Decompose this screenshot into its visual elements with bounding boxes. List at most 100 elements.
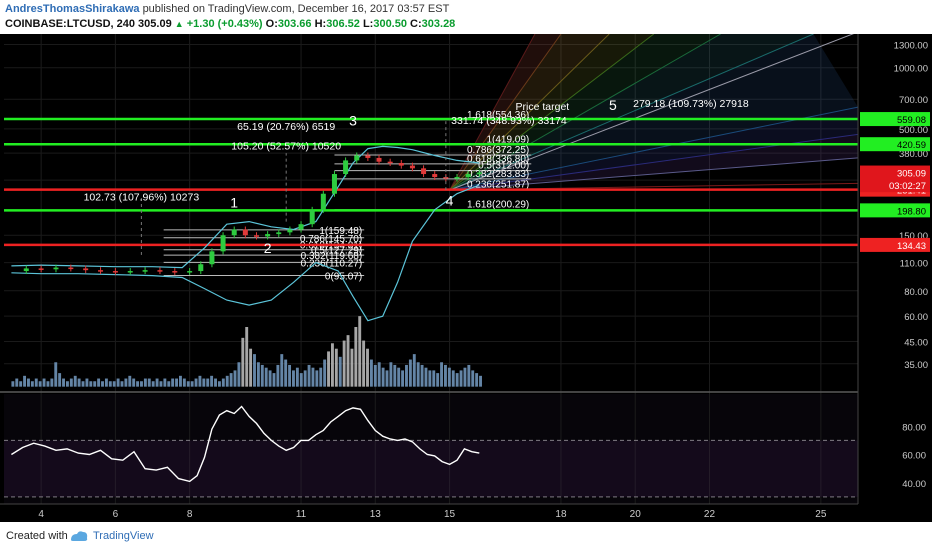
fib-level-label: 0.382(283.83) (467, 169, 529, 180)
candle-body (172, 271, 178, 273)
symbol-info: COINBASE:LTCUSD, 240 305.09 ▲ +1.30 (+0.… (5, 18, 455, 30)
volume-bar (58, 373, 62, 387)
volume-bar (124, 378, 128, 387)
fib-level-label: 0.5(312.00) (478, 161, 529, 172)
low-value: 300.50 (373, 18, 407, 30)
level-price-tag (860, 137, 930, 152)
fib-level-label: 0.618(134.81) (300, 241, 362, 252)
candle-body (320, 193, 326, 210)
volume-bar (241, 337, 245, 387)
volume-bar (451, 370, 455, 387)
volume-bar (116, 378, 120, 387)
symbol-label: COINBASE:LTCUSD, 240 (5, 18, 135, 30)
candle-body (298, 224, 304, 230)
volume-bar (202, 378, 206, 387)
fib-level-label: 1(419.09) (486, 135, 529, 146)
candle-body (198, 264, 204, 272)
candle-body (365, 155, 371, 158)
low-label: L: (362, 18, 374, 30)
candle-body (421, 168, 427, 175)
volume-bar (93, 381, 97, 387)
time-axis-tick: 18 (555, 509, 567, 520)
volume-bar (342, 340, 346, 387)
time-axis (0, 504, 932, 522)
gann-fan-ray (449, 106, 859, 191)
tradingview-brand-link[interactable]: TradingView (93, 530, 154, 542)
volume-bar (385, 370, 389, 387)
fib-level-label: 0.5(127.29) (311, 246, 362, 257)
candle-body (309, 209, 315, 225)
price-axis-tick: 1300.00 (894, 41, 928, 52)
volume-bar (15, 378, 19, 387)
volume-bar (471, 370, 475, 387)
volume-bar (295, 367, 299, 387)
volume-bar (97, 378, 101, 387)
volume-bar (311, 367, 315, 387)
volume-bar (77, 378, 81, 387)
fib-level-label: 1.618(554.36) (467, 110, 529, 121)
candle-body (287, 229, 293, 233)
volume-bar (128, 375, 132, 387)
volume-bar (30, 381, 34, 387)
volume-bar (377, 362, 381, 387)
annotation-label: 279.18 (109.73%) 27918 (633, 98, 749, 110)
candle-body (112, 271, 118, 273)
high-value: 306.52 (326, 18, 360, 30)
volume-bar (447, 367, 451, 387)
rsi-axis-tick: 40.00 (902, 479, 926, 490)
rsi-axis-tick: 60.00 (902, 451, 926, 462)
candle-body (38, 268, 44, 270)
volume-bar (112, 381, 116, 387)
fib-level-label: 1(159.48) (319, 226, 362, 237)
current-price-tag (860, 178, 930, 193)
volume-bar (159, 381, 163, 387)
candle-body (354, 155, 360, 161)
fib-level-label: 0.236(251.87) (467, 179, 529, 190)
volume-bar (288, 364, 292, 387)
level-price-tag (860, 203, 930, 218)
volume-bar (104, 378, 108, 387)
volume-bar (354, 327, 358, 387)
price-axis-tick: 500.00 (899, 125, 928, 136)
volume-bar (62, 378, 65, 387)
volume-bar (65, 381, 69, 387)
candle-body (68, 267, 74, 270)
high-label: H: (314, 18, 327, 30)
time-axis-tick: 25 (815, 509, 827, 520)
volume-bar (42, 378, 46, 387)
chart-canvas[interactable]: 1(159.48)0.786(145.70)0.618(134.81)0.5(1… (0, 34, 932, 522)
candle-body (454, 177, 460, 179)
volume-bar (38, 381, 42, 387)
volume-bar (108, 381, 112, 387)
volume-bar (440, 362, 444, 387)
volume-bar (206, 378, 210, 387)
volume-bar (393, 364, 397, 387)
volume-bar (179, 375, 182, 387)
volume-bar (253, 354, 256, 387)
volume-bar (11, 381, 15, 387)
volume-bar (292, 370, 295, 387)
volume-bar (89, 381, 93, 387)
created-with-text: Created with (6, 530, 68, 542)
candle-body (331, 174, 337, 194)
fib-level-label: 0.786(372.25) (467, 145, 529, 156)
rsi-panel-background (4, 394, 858, 506)
fib-level-label: 0.236(110.27) (301, 258, 363, 269)
volume-bar (151, 381, 155, 387)
current-price-tag (860, 165, 930, 180)
price-axis-tick: 700.00 (899, 95, 928, 106)
volume-bar (50, 378, 54, 387)
volume-bar (19, 381, 23, 387)
volume-bar (362, 340, 366, 387)
volume-bar (214, 378, 217, 387)
volume-bar (408, 359, 412, 387)
volume-bar (459, 370, 463, 387)
volume-bar (210, 375, 214, 387)
author-link[interactable]: AndresThomasShirakawa (5, 3, 140, 15)
volume-bar (249, 348, 253, 387)
volume-bar (432, 370, 436, 387)
wave-label: 1 (230, 195, 238, 211)
candle-body (387, 161, 393, 164)
volume-bar (350, 348, 354, 387)
current-price-tag-label: 305.09 (897, 169, 926, 180)
